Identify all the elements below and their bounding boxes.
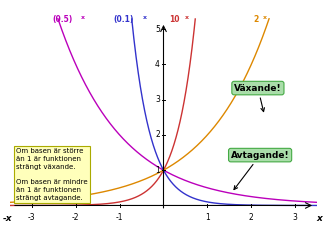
Text: x: x [143, 15, 146, 20]
Text: 2: 2 [253, 15, 258, 24]
Text: x: x [263, 15, 267, 20]
Text: (0.1): (0.1) [114, 15, 134, 24]
Text: -x: -x [3, 214, 12, 223]
Text: -3: -3 [28, 213, 36, 222]
Text: Om basen är större
än 1 är funktionen
strängt växande.

Om basen är mindre
än 1 : Om basen är större än 1 är funktionen st… [16, 148, 88, 201]
Text: 1: 1 [155, 166, 160, 175]
Text: (0.5): (0.5) [52, 15, 73, 24]
Text: -2: -2 [72, 213, 79, 222]
Text: 2: 2 [155, 131, 160, 139]
Text: 2: 2 [249, 213, 254, 222]
Text: Växande!: Växande! [234, 84, 282, 112]
Text: -1: -1 [116, 213, 123, 222]
Text: 4: 4 [155, 60, 160, 69]
Text: 10: 10 [169, 15, 180, 24]
Text: 1: 1 [205, 213, 210, 222]
Text: x: x [184, 15, 189, 20]
Text: x: x [81, 15, 85, 20]
Text: x: x [316, 214, 322, 223]
Text: 3: 3 [155, 95, 160, 104]
Text: 5: 5 [155, 24, 160, 33]
Text: 3: 3 [293, 213, 298, 222]
Text: Avtagande!: Avtagande! [231, 151, 289, 190]
